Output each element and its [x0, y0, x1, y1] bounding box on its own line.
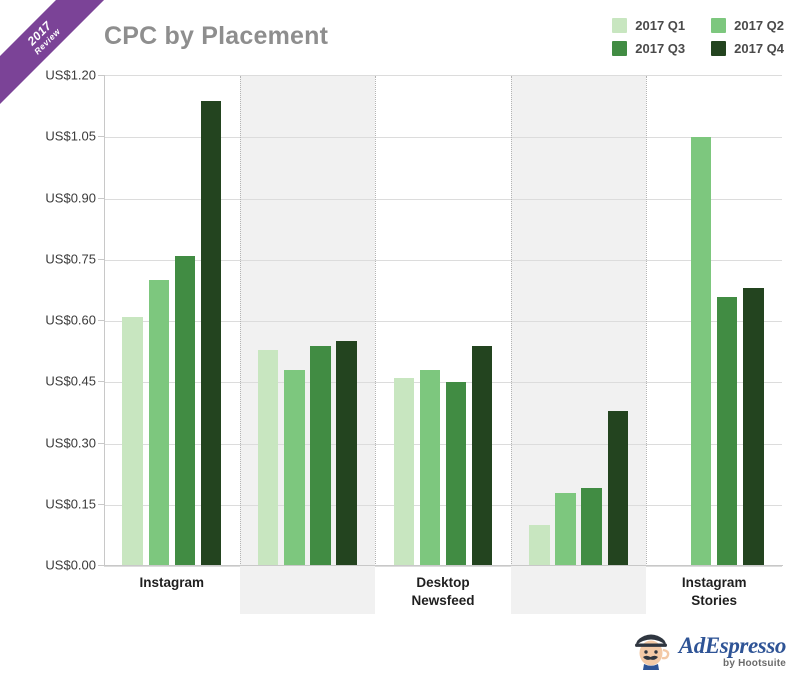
- y-axis-tick: [98, 565, 104, 566]
- gridline: [104, 198, 782, 200]
- y-axis-tick: [98, 197, 104, 199]
- gridline: [104, 443, 782, 445]
- y-axis-tick: [98, 381, 104, 383]
- gridline: [104, 321, 782, 322]
- bar-right-column-2017-q3[interactable]: [310, 345, 331, 566]
- legend-item-label: 2017 Q3: [635, 41, 686, 56]
- legend-swatch-icon: [612, 18, 628, 33]
- bar-desktop-newsfeed-2017-q4[interactable]: [471, 345, 493, 566]
- legend-item-label: 2017 Q2: [734, 18, 784, 33]
- bar-desktop-newsfeed-2017-q2[interactable]: [419, 370, 441, 566]
- bar-instagram-stories-2017-q2[interactable]: [690, 137, 712, 566]
- plot-band-label-bg: [239, 566, 376, 614]
- bar-instagram-stories-2017-q4[interactable]: [743, 288, 764, 566]
- legend-swatch-icon: [711, 41, 727, 56]
- gridline: [104, 137, 782, 139]
- legend-item-label: 2017 Q1: [635, 18, 686, 33]
- y-axis-tick: [98, 258, 104, 260]
- logo-tagline-text: by Hootsuite: [723, 657, 786, 669]
- y-axis-tick: [98, 503, 104, 505]
- x-axis-label-line: Instagram: [139, 575, 205, 590]
- category-separator: [239, 76, 241, 566]
- bar-right-column-2017-q1[interactable]: [258, 349, 279, 566]
- legend-item-2017-q4: 2017 Q4: [711, 41, 784, 56]
- bar-instagram-2017-q2[interactable]: [148, 280, 169, 566]
- bar-desktop-newsfeed-2017-q3[interactable]: [445, 382, 467, 566]
- page-title: CPC by Placement: [104, 22, 329, 50]
- bar-instagram-2017-q1[interactable]: [122, 316, 143, 566]
- x-axis-group-label: Instagram Stories: [646, 574, 782, 610]
- bar-instagram-2017-q3[interactable]: [174, 255, 196, 566]
- x-axis-group-label: Desktop Newsfeed: [375, 574, 511, 610]
- bar-audience-network-2017-q3[interactable]: [581, 488, 602, 566]
- gridline: [104, 566, 782, 567]
- chart-plot-area: [104, 75, 782, 567]
- legend-item-label: 2017 Q4: [734, 41, 784, 56]
- x-axis-label-line: Stories: [691, 593, 738, 609]
- bar-instagram-2017-q4[interactable]: [200, 100, 222, 566]
- y-axis-tick: [98, 75, 104, 76]
- bar-desktop-newsfeed-2017-q1[interactable]: [393, 378, 415, 566]
- chart-legend: 2017 Q1 2017 Q2 2017 Q3 2017 Q4: [612, 18, 784, 56]
- legend-swatch-icon: [711, 18, 727, 33]
- bar-right-column-2017-q4[interactable]: [336, 341, 357, 566]
- gridline: [104, 382, 782, 384]
- adespresso-logo: AdEspresso by Hootsuite: [630, 631, 786, 671]
- y-axis-tick-label: US$0.75: [45, 251, 96, 267]
- y-axis-tick-label: US$1.05: [45, 128, 96, 144]
- bar-audience-network-2017-q4[interactable]: [607, 410, 628, 566]
- y-axis-tick-label: US$0.30: [45, 435, 96, 450]
- y-axis-tick-label: US$0.90: [45, 190, 96, 205]
- bar-right-column-2017-q2[interactable]: [284, 370, 305, 566]
- y-axis-labels: US$1.20 US$1.05 US$0.90 US$0.75 US$0.60 US$0.…: [2, 0, 96, 683]
- plot-band-label-bg: [510, 566, 647, 614]
- barista-mascot-icon: [634, 634, 670, 670]
- y-axis-tick-label: US$0.60: [45, 312, 96, 328]
- gridline: [104, 504, 782, 506]
- y-axis-tick: [98, 442, 104, 444]
- x-axis-label-line: Instagram: [681, 575, 747, 590]
- category-separator: [646, 76, 648, 566]
- x-axis-line: [104, 565, 783, 566]
- bar-instagram-stories-2017-q3[interactable]: [717, 296, 738, 566]
- x-axis-label-line: Newsfeed: [411, 593, 475, 609]
- y-axis-tick-label: US$0.15: [45, 496, 96, 512]
- y-axis-tick: [98, 136, 104, 138]
- legend-item-2017-q1: 2017 Q1: [612, 18, 685, 33]
- legend-item-2017-q3: 2017 Q3: [612, 41, 685, 56]
- y-axis-tick: [98, 320, 104, 321]
- category-separator: [375, 76, 377, 566]
- legend-swatch-icon: [612, 41, 628, 56]
- bar-audience-network-2017-q1[interactable]: [529, 525, 550, 566]
- y-axis-line: [104, 75, 105, 566]
- logo-brand-text: AdEspresso: [678, 632, 787, 658]
- bar-audience-network-2017-q2[interactable]: [555, 492, 576, 566]
- y-axis-tick-label: US$0.45: [45, 373, 96, 389]
- category-separator: [510, 76, 512, 566]
- legend-item-2017-q2: 2017 Q2: [711, 18, 784, 33]
- x-axis-group-label: Instagram: [104, 574, 240, 592]
- x-axis-label-line: Desktop: [416, 575, 470, 590]
- y-axis-tick-label: US$0.00: [45, 557, 96, 573]
- y-axis-tick-label: US$1.20: [45, 67, 96, 83]
- gridline: [104, 259, 782, 261]
